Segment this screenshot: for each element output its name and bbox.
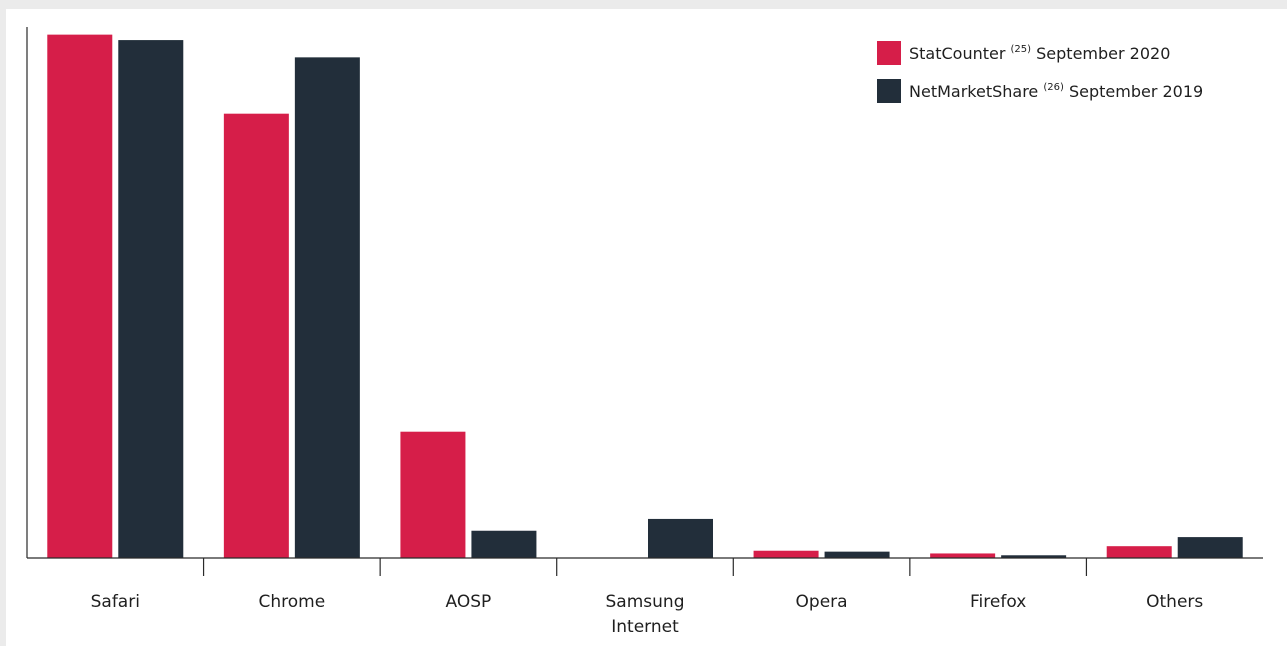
bar-statcounter-safari bbox=[47, 34, 113, 559]
bar-statcounter-chrome bbox=[223, 113, 289, 559]
x-tick-labels: Safari Chrome AOSP Samsung Internet Opera Fire… bbox=[91, 592, 1204, 637]
x-tick-label-firefox: Firefox bbox=[970, 592, 1026, 612]
bar-netmarketshare-opera bbox=[824, 551, 890, 558]
bar-netmarketshare-others bbox=[1177, 537, 1243, 558]
axes-layer bbox=[26, 27, 1263, 576]
legend: StatCounter (25) September 2020 NetMarket… bbox=[877, 41, 1203, 103]
x-tick-label-samsung-internet: Samsung Internet bbox=[606, 592, 685, 637]
bar-statcounter-others bbox=[1106, 546, 1172, 558]
bar-netmarketshare-chrome bbox=[294, 57, 360, 558]
legend-item-statcounter: StatCounter (25) September 2020 bbox=[877, 41, 1170, 65]
chart-frame: Safari Chrome AOSP Samsung Internet Opera Fire… bbox=[6, 9, 1287, 646]
bars-layer bbox=[47, 34, 1243, 559]
legend-swatch bbox=[877, 79, 901, 103]
bar-netmarketshare-firefox bbox=[1001, 555, 1067, 558]
x-tick-label-safari: Safari bbox=[91, 592, 140, 612]
legend-swatch bbox=[877, 41, 901, 65]
legend-label: StatCounter (25) September 2020 bbox=[909, 44, 1170, 63]
bar-netmarketshare-aosp bbox=[471, 530, 537, 558]
bar-statcounter-aosp bbox=[400, 431, 466, 558]
x-tick-label-aosp: AOSP bbox=[446, 592, 492, 612]
bar-netmarketshare-samsung-internet bbox=[648, 518, 713, 558]
x-tick-label-others: Others bbox=[1146, 592, 1203, 612]
bar-chart: Safari Chrome AOSP Samsung Internet Opera Fire… bbox=[26, 27, 1263, 637]
x-tick-label-chrome: Chrome bbox=[259, 592, 326, 612]
bar-netmarketshare-safari bbox=[118, 40, 184, 559]
legend-item-netmarketshare: NetMarketShare (26) September 2019 bbox=[877, 79, 1203, 103]
x-tick-label-opera: Opera bbox=[796, 592, 848, 612]
bar-statcounter-opera bbox=[753, 550, 819, 558]
legend-label: NetMarketShare (26) September 2019 bbox=[909, 82, 1203, 101]
bar-statcounter-firefox bbox=[930, 553, 996, 558]
